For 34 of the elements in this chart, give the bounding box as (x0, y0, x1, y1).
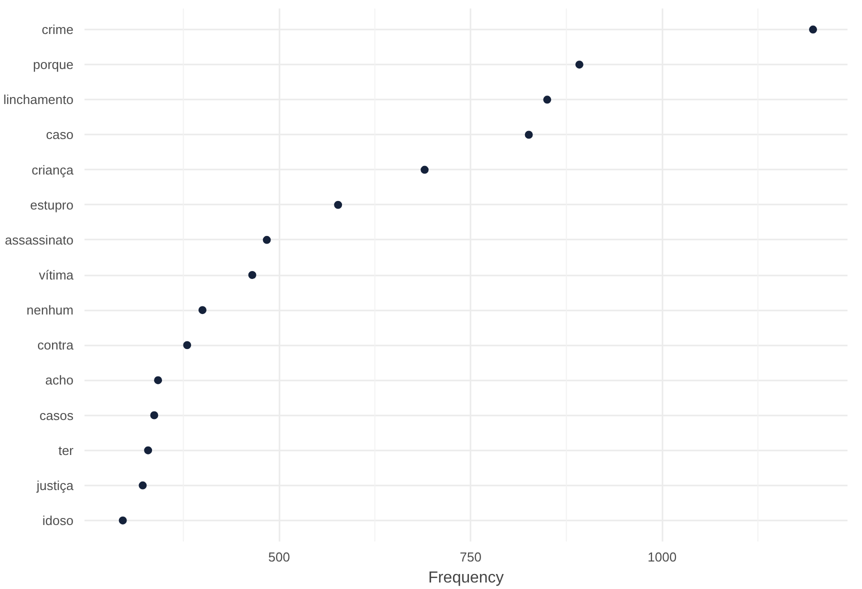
point (420, 166, 429, 174)
y-tick-label: criança (32, 162, 74, 178)
y-tick-label: acho (45, 372, 74, 388)
y-tick-label: ter (58, 442, 74, 458)
x-tick-label: 500 (268, 550, 290, 564)
point (543, 96, 552, 104)
y-tick-label: contra (37, 338, 74, 353)
y-tick-label: nenhum (26, 302, 74, 318)
y-tick-label: caso (46, 127, 74, 142)
point (154, 376, 162, 384)
y-tick-label: estupro (30, 197, 74, 212)
point (144, 446, 152, 454)
point (334, 200, 342, 209)
x-axis-title: Frequency (428, 570, 504, 586)
y-tick-label: idoso (42, 512, 74, 528)
y-tick-label: assassinato (4, 232, 74, 248)
point (262, 236, 271, 244)
point (183, 341, 192, 350)
x-tick-label: 750 (460, 550, 482, 564)
y-tick-label: justiça (36, 478, 74, 493)
point (150, 411, 158, 420)
y-tick-label: vítima (38, 268, 74, 282)
y-tick-label: crime (42, 22, 74, 38)
point (118, 516, 127, 524)
y-tick-label: casos (40, 408, 74, 423)
point (248, 271, 256, 279)
y-tick-label: porque (33, 57, 74, 72)
point (524, 130, 533, 139)
point (575, 60, 584, 69)
y-tick-label: linchamento (3, 92, 74, 108)
point (198, 306, 206, 314)
point (809, 26, 818, 34)
point (138, 481, 147, 490)
x-tick-label: 1000 (648, 550, 677, 564)
